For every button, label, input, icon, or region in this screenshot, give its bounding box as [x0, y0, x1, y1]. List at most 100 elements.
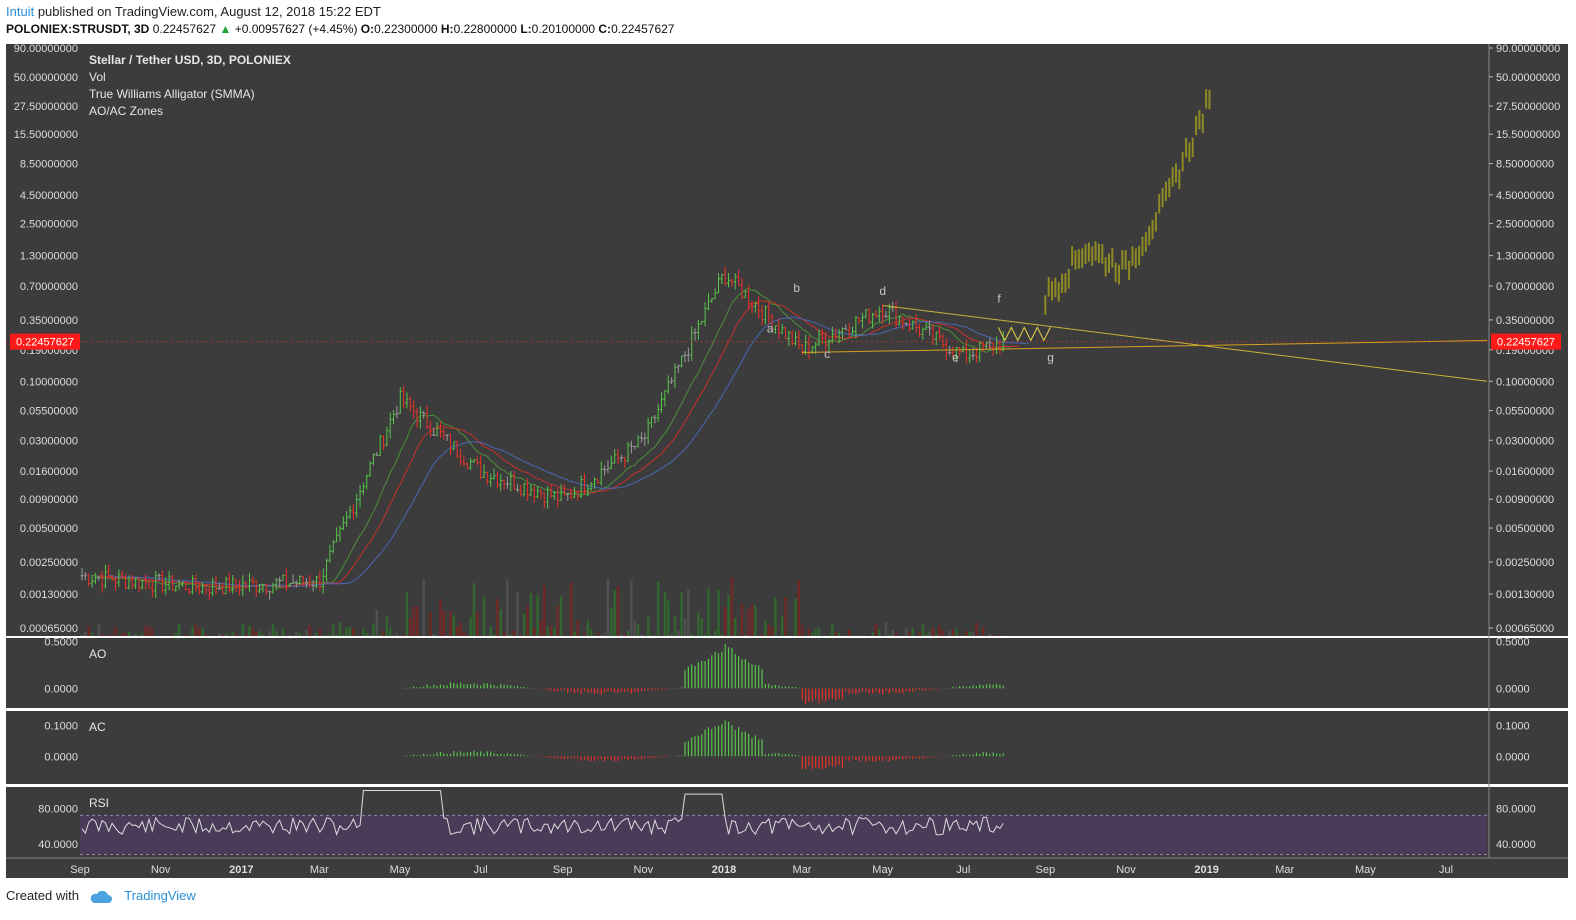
volume-bar: [80, 634, 84, 636]
volume-bar: [509, 634, 512, 636]
volume-bar: [620, 633, 623, 636]
volume-bar: [827, 635, 831, 636]
volume-bar: [476, 612, 479, 636]
ao-tick-left: 0.5000: [44, 637, 78, 649]
time-axis-bg: [6, 858, 1568, 878]
volume-bar: [318, 628, 322, 636]
rsi-tick-right: 80.0000: [1496, 803, 1536, 815]
author-link[interactable]: Intuit: [6, 4, 35, 19]
volume-bar: [744, 634, 747, 636]
volume-bar: [888, 634, 891, 636]
volume-bar: [931, 627, 935, 636]
price-tick-label-right: 0.01600000: [1496, 466, 1554, 478]
volume-bar: [345, 627, 348, 636]
open-label: O:: [360, 22, 375, 36]
volume-bar: [271, 623, 275, 636]
volume-bar: [730, 577, 734, 636]
volume-bar: [328, 634, 332, 636]
lower-trendline: [802, 339, 1488, 353]
volume-bar: [700, 618, 703, 636]
volume-bar: [502, 632, 506, 636]
price-tick-label-right: 0.00500000: [1496, 523, 1554, 535]
volume-bar: [435, 635, 439, 636]
rsi-title: RSI: [89, 796, 109, 810]
legend-item: AO/AC Zones: [89, 104, 163, 118]
volume-bar: [378, 634, 382, 636]
price-tick-label-left: 0.70000000: [20, 281, 78, 293]
volume-bar: [881, 635, 884, 636]
price-tick-label-right: 50.00000000: [1496, 72, 1560, 84]
volume-bar: [794, 598, 797, 636]
volume-bar: [107, 635, 110, 636]
volume-bar: [841, 635, 844, 636]
volume-bar: [968, 631, 971, 636]
close-value: 0.22457627: [611, 22, 675, 36]
volume-bar: [904, 628, 908, 636]
pane-bg-ao: [6, 638, 1489, 708]
price-tick-label-left: 90.00000000: [14, 43, 78, 55]
volume-bar: [442, 610, 445, 636]
volume-bar: [710, 635, 713, 636]
ao-tick-right: 0.5000: [1496, 637, 1530, 649]
price-badge-left: [10, 333, 80, 350]
volume-bar: [372, 623, 375, 636]
chart-area[interactable]: 90.00000000 90.00000000 50.00000000 50.0000…: [0, 40, 1576, 880]
time-tick-label: Nov: [634, 864, 654, 876]
volume-bar: [971, 632, 975, 636]
volume-bar: [295, 631, 298, 636]
volume-bar: [332, 624, 335, 636]
volume-bar: [439, 599, 442, 636]
price-tick-label-left: 0.05500000: [20, 406, 78, 418]
price-badge-text: 0.22457627: [1497, 337, 1555, 349]
volume-bar: [847, 629, 851, 636]
low-value: 0.20100000: [531, 22, 596, 36]
volume-bar: [375, 609, 378, 636]
volume-bar: [663, 591, 667, 636]
time-tick-label: Nov: [151, 864, 171, 876]
volume-bar: [338, 622, 342, 636]
volume-bar: [482, 596, 486, 636]
price-tick-label-left: 0.03000000: [20, 435, 78, 447]
tradingview-link[interactable]: TradingView: [124, 888, 196, 903]
volume-bar: [224, 633, 228, 636]
price-tick-label-right: 0.35000000: [1496, 315, 1554, 327]
legend-item: Vol: [89, 70, 106, 84]
volume-bar: [854, 635, 858, 636]
volume-bar: [322, 635, 325, 636]
pane-bg-ac: [6, 711, 1489, 784]
ao-title: AO: [89, 647, 106, 661]
volume-bar: [449, 611, 452, 636]
volume-bar: [891, 629, 894, 636]
volume-bar: [650, 635, 653, 636]
volume-bar: [261, 634, 265, 636]
volume-bar: [315, 632, 318, 636]
volume-bar: [646, 616, 650, 636]
volume-bar: [951, 629, 955, 636]
wave-label: g: [1047, 350, 1054, 364]
wave-label: b: [793, 281, 800, 295]
volume-bar: [988, 633, 992, 636]
volume-bar: [697, 612, 700, 636]
volume-bar: [516, 592, 519, 636]
volume-bar: [975, 622, 978, 636]
time-tick-label: Mar: [793, 864, 812, 876]
price-tick-label-right: 1.30000000: [1496, 251, 1554, 263]
volume-bar: [851, 635, 854, 636]
volume-bar: [204, 633, 208, 636]
rsi-tick-left: 40.0000: [38, 839, 78, 851]
open-value: 0.22300000: [374, 22, 438, 36]
volume-bar: [466, 634, 469, 636]
volume-bar: [100, 633, 104, 636]
volume-bar: [395, 633, 399, 636]
price-tick-label-left: 8.50000000: [20, 159, 78, 171]
price-badge-text: 0.22457627: [16, 337, 74, 349]
volume-bar: [147, 626, 151, 636]
volume-bar: [573, 631, 576, 636]
volume-bar: [519, 634, 523, 636]
volume-bar: [385, 616, 389, 636]
volume-bar: [596, 632, 600, 636]
volume-bar: [720, 634, 724, 636]
volume-bar: [955, 628, 958, 636]
volume-bar: [630, 580, 633, 636]
volume-bar: [563, 635, 566, 636]
